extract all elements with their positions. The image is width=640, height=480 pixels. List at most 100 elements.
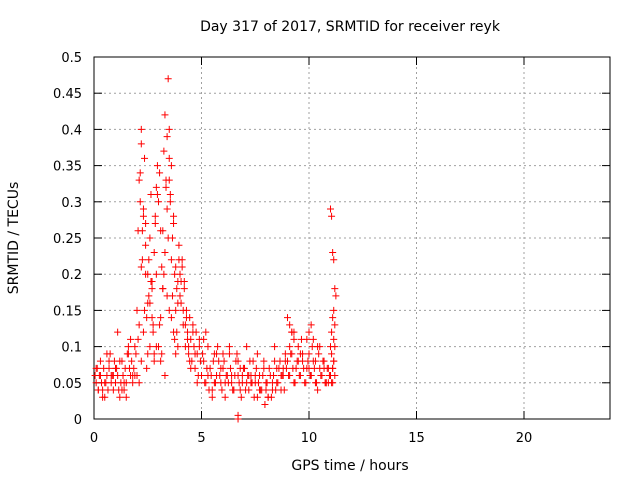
- data-point: [279, 364, 287, 372]
- data-point: [286, 343, 294, 351]
- data-point: [313, 379, 321, 387]
- data-point: [331, 343, 339, 351]
- data-point: [329, 314, 337, 322]
- data-point: [202, 328, 210, 336]
- data-point: [133, 372, 141, 380]
- data-point: [319, 357, 327, 365]
- data-point: [163, 205, 171, 213]
- data-point: [156, 321, 164, 329]
- data-point: [280, 386, 288, 394]
- data-point: [133, 306, 141, 314]
- data-point: [167, 314, 175, 322]
- data-point: [107, 372, 115, 380]
- y-tick-label: 0.45: [53, 87, 82, 102]
- data-point: [227, 364, 235, 372]
- data-point: [166, 198, 174, 206]
- data-point: [277, 372, 285, 380]
- data-point: [201, 379, 209, 387]
- data-point: [204, 343, 212, 351]
- data-point: [205, 386, 213, 394]
- data-point: [153, 191, 161, 199]
- data-point: [135, 176, 143, 184]
- data-point: [170, 212, 178, 220]
- data-point: [253, 350, 261, 358]
- data-point: [186, 357, 194, 365]
- data-point: [233, 350, 241, 358]
- x-tick-label: 10: [301, 431, 318, 446]
- data-point: [96, 372, 104, 380]
- data-point: [136, 169, 144, 177]
- data-point: [103, 350, 111, 358]
- data-point: [165, 154, 173, 162]
- data-point: [200, 335, 208, 343]
- data-point: [218, 386, 226, 394]
- data-point: [234, 411, 242, 419]
- data-point: [105, 364, 113, 372]
- data-point: [259, 372, 267, 380]
- data-point: [161, 372, 169, 380]
- data-point: [177, 299, 185, 307]
- data-point: [101, 379, 109, 387]
- data-point: [139, 328, 147, 336]
- data-point: [182, 314, 190, 322]
- data-point: [304, 357, 312, 365]
- data-point: [289, 364, 297, 372]
- data-point: [165, 306, 173, 314]
- data-point: [209, 357, 217, 365]
- data-point: [254, 379, 262, 387]
- data-point: [179, 306, 187, 314]
- data-point: [328, 328, 336, 336]
- data-point: [155, 198, 162, 206]
- data-point: [122, 393, 130, 401]
- data-point: [120, 379, 128, 387]
- x-axis-label: GPS time / hours: [291, 458, 408, 474]
- data-point: [165, 176, 173, 184]
- data-point: [208, 393, 216, 401]
- data-point: [200, 357, 208, 365]
- data-point: [284, 357, 291, 365]
- data-point: [159, 285, 167, 293]
- data-point: [176, 292, 184, 300]
- data-point: [246, 357, 254, 365]
- data-point: [329, 248, 337, 256]
- data-point: [142, 241, 150, 249]
- data-point: [252, 364, 260, 372]
- data-point: [184, 335, 192, 343]
- data-point: [119, 372, 127, 380]
- data-point: [178, 256, 186, 264]
- data-point: [221, 379, 229, 387]
- x-tick-label: 5: [197, 431, 205, 446]
- data-point: [220, 357, 228, 365]
- data-point: [151, 212, 159, 220]
- data-point: [163, 292, 171, 300]
- data-point: [137, 357, 145, 365]
- y-tick-label: 0: [74, 413, 82, 428]
- data-point: [330, 256, 338, 264]
- data-point: [157, 357, 165, 365]
- data-point: [242, 386, 250, 394]
- data-point: [329, 379, 337, 387]
- data-point: [296, 350, 304, 358]
- data-point: [270, 372, 278, 380]
- data-point: [311, 357, 319, 365]
- data-point: [144, 270, 152, 278]
- data-point: [330, 335, 338, 343]
- y-tick-label: 0.35: [53, 160, 82, 175]
- data-point: [135, 379, 143, 387]
- data-point: [320, 364, 328, 372]
- data-point: [287, 350, 295, 358]
- chart-title: Day 317 of 2017, SRMTID for receiver rey…: [200, 19, 501, 35]
- data-point: [180, 285, 188, 293]
- data-point: [328, 212, 336, 220]
- data-point: [124, 343, 132, 351]
- data-point: [210, 379, 218, 387]
- data-point: [268, 379, 276, 387]
- data-point: [261, 401, 269, 409]
- data-point: [156, 169, 164, 177]
- data-point: [284, 314, 291, 322]
- data-point: [161, 111, 169, 119]
- data-point: [234, 357, 242, 365]
- data-point: [135, 321, 143, 329]
- data-point: [129, 379, 137, 387]
